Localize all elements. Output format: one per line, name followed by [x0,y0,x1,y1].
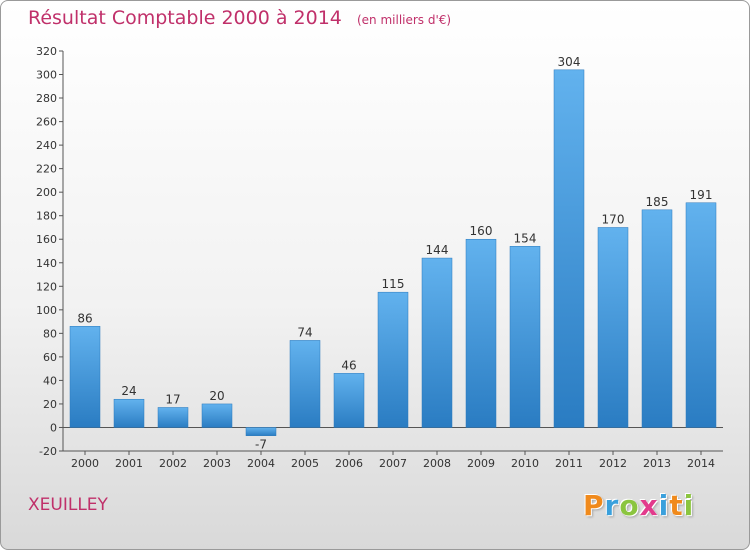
logo-letter: x [639,489,659,522]
y-tick-label: 180 [36,210,57,223]
bar [245,427,277,436]
y-tick-label: 120 [36,280,57,293]
y-tick-label: 140 [36,257,57,270]
data-label: 185 [646,195,669,209]
y-tick-label: 60 [43,351,57,364]
data-label: 17 [165,392,180,406]
data-label: 304 [558,55,581,69]
data-label: 154 [514,231,537,245]
x-tick-label: 2008 [423,457,451,470]
y-tick-label: 240 [36,139,57,152]
data-label: 115 [382,277,405,291]
y-tick-label: 220 [36,163,57,176]
y-tick-label: 280 [36,92,57,105]
x-tick-label: 2014 [687,457,715,470]
data-label: 46 [341,358,356,372]
bar [333,373,365,428]
y-tick-label: 100 [36,304,57,317]
chart-subtitle: (en milliers d'€) [356,13,452,27]
y-tick-label: 40 [43,374,57,387]
bar [69,326,101,428]
x-tick-label: 2007 [379,457,407,470]
commune-name: XEUILLEY [28,495,108,515]
y-tick-label: 0 [50,421,57,434]
bar [509,246,541,428]
bar [201,403,233,428]
x-tick-label: 2005 [291,457,319,470]
data-label: 191 [690,188,713,202]
x-tick-label: 2010 [511,457,539,470]
bar [289,340,321,428]
logo-letter: t [669,489,684,522]
y-tick-label: 300 [36,69,57,82]
y-tick-label: 160 [36,233,57,246]
data-label: 160 [470,224,493,238]
bar [597,227,629,428]
y-tick-label: 200 [36,186,57,199]
data-label: 20 [209,389,224,403]
bar [421,257,453,428]
bar [157,407,189,428]
x-tick-label: 2012 [599,457,627,470]
y-axis: -20 0 20 40 60 80 100 120 140 160 180 200 220 240 260 2… [36,45,64,458]
logo-letter: i [683,489,695,522]
title-line: Résultat Comptable 2000 à 2014 (en milli… [28,7,451,29]
bars [69,69,717,436]
x-axis: 2000 2001 2002 2003 2004 2005 2006 2007 2008 2009… [63,426,723,470]
bar [641,209,673,428]
bar [377,291,409,428]
data-label: 24 [121,384,136,398]
data-labels: 86 24 17 20 -7 74 46 115 144 160 154 304 170 185 191 [77,55,712,452]
data-label: -7 [255,438,267,452]
logo-letter: o [619,489,640,522]
y-tick-label: -20 [39,445,57,458]
bar [113,398,145,428]
data-label: 74 [297,325,312,339]
y-tick-label: 260 [36,116,57,129]
x-tick-label: 2009 [467,457,495,470]
logo-letter: r [604,489,620,522]
x-tick-label: 2001 [115,457,143,470]
x-tick-label: 2004 [247,457,275,470]
x-tick-label: 2003 [203,457,231,470]
bar [553,69,585,428]
logo-letter: i [658,489,670,522]
y-tick-label: 320 [36,45,57,58]
data-label: 170 [602,212,625,226]
proxiti-logo: Proxiti [583,489,694,522]
x-tick-label: 2002 [159,457,187,470]
bar [685,202,717,428]
x-tick-label: 2011 [555,457,583,470]
y-tick-label: 20 [43,398,57,411]
data-label: 144 [426,243,449,257]
bar [465,238,497,428]
x-tick-label: 2000 [71,457,99,470]
y-tick-label: 80 [43,327,57,340]
x-tick-label: 2013 [643,457,671,470]
chart-title: Résultat Comptable 2000 à 2014 [28,7,342,29]
data-label: 86 [77,311,92,325]
logo-letter: P [583,489,605,522]
x-tick-label: 2006 [335,457,363,470]
